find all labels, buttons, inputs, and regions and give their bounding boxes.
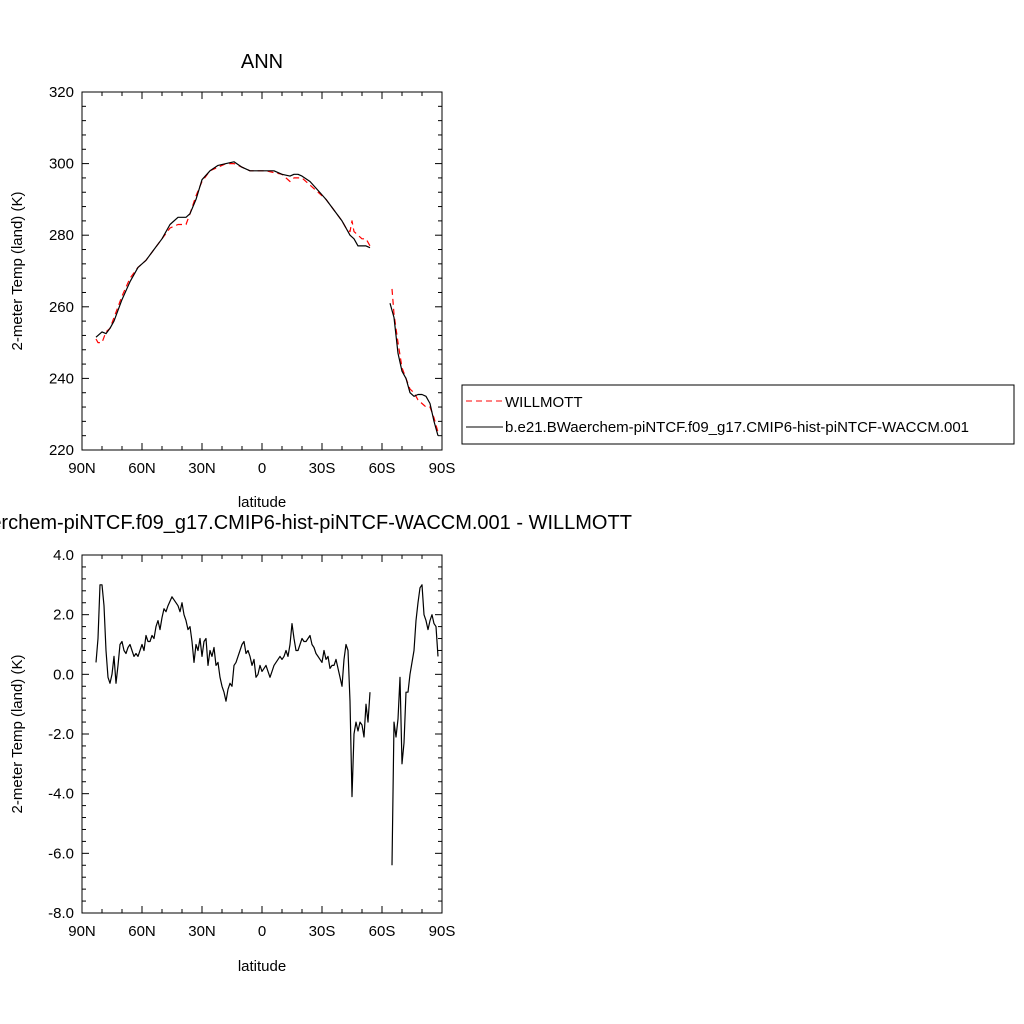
x-axis-label: latitude — [238, 958, 286, 975]
y-tick-label: 300 — [49, 156, 74, 173]
y-tick-label: 0.0 — [53, 666, 74, 683]
y-tick-label: 280 — [49, 227, 74, 244]
x-tick-label: 30N — [188, 460, 216, 477]
x-tick-label: 90S — [429, 460, 456, 477]
legend: WILLMOTT b.e21.BWaerchem-piNTCF.f09_g17.… — [461, 384, 1015, 445]
series-line-1-segment-0 — [95, 161, 371, 338]
y-tick-label: -8.0 — [48, 905, 74, 922]
legend-entry-willmott: WILLMOTT — [505, 394, 583, 411]
series-line-0-segment-1 — [391, 288, 439, 433]
x-axis-label: latitude — [238, 494, 286, 511]
x-tick-label: 30S — [309, 460, 336, 477]
y-tick-label: 260 — [49, 299, 74, 316]
y-tick-label: 220 — [49, 442, 74, 459]
x-tick-label: 0 — [258, 460, 266, 477]
y-tick-label: 4.0 — [53, 547, 74, 564]
chart-title: b.e21.BWaerchem-piNTCF.f09_g17.CMIP6-his… — [0, 512, 632, 534]
x-tick-label: 60S — [369, 923, 396, 940]
x-tick-label: 90N — [68, 460, 96, 477]
y-axis-label: 2-meter Temp (land) (K) — [9, 655, 26, 814]
chart-title: ANN — [241, 51, 283, 73]
y-axis-label: 2-meter Temp (land) (K) — [9, 192, 26, 351]
plot-frame — [81, 554, 443, 914]
x-tick-label: 60N — [128, 923, 156, 940]
y-tick-label: 2.0 — [53, 607, 74, 624]
series-line-0-segment-0 — [95, 584, 371, 798]
series-group — [95, 161, 439, 436]
y-tick-label: -6.0 — [48, 845, 74, 862]
chart-panel-bottom: b.e21.BWaerchem-piNTCF.f09_g17.CMIP6-his… — [0, 512, 632, 975]
series-line-1-segment-1 — [389, 303, 439, 436]
x-tick-label: 60N — [128, 460, 156, 477]
x-tick-label: 30N — [188, 923, 216, 940]
legend-box — [461, 384, 1015, 445]
legend-entry-model: b.e21.BWaerchem-piNTCF.f09_g17.CMIP6-his… — [505, 419, 969, 436]
series-group — [95, 584, 439, 866]
series-line-0-segment-0 — [95, 163, 371, 344]
x-tick-label: 90N — [68, 923, 96, 940]
x-tick-label: 30S — [309, 923, 336, 940]
x-tick-label: 60S — [369, 460, 396, 477]
y-tick-label: 240 — [49, 370, 74, 387]
x-tick-label: 0 — [258, 923, 266, 940]
y-tick-label: -2.0 — [48, 726, 74, 743]
series-line-0-segment-1 — [391, 584, 439, 866]
y-tick-label: -4.0 — [48, 786, 74, 803]
x-tick-label: 90S — [429, 923, 456, 940]
y-tick-label: 320 — [49, 84, 74, 101]
